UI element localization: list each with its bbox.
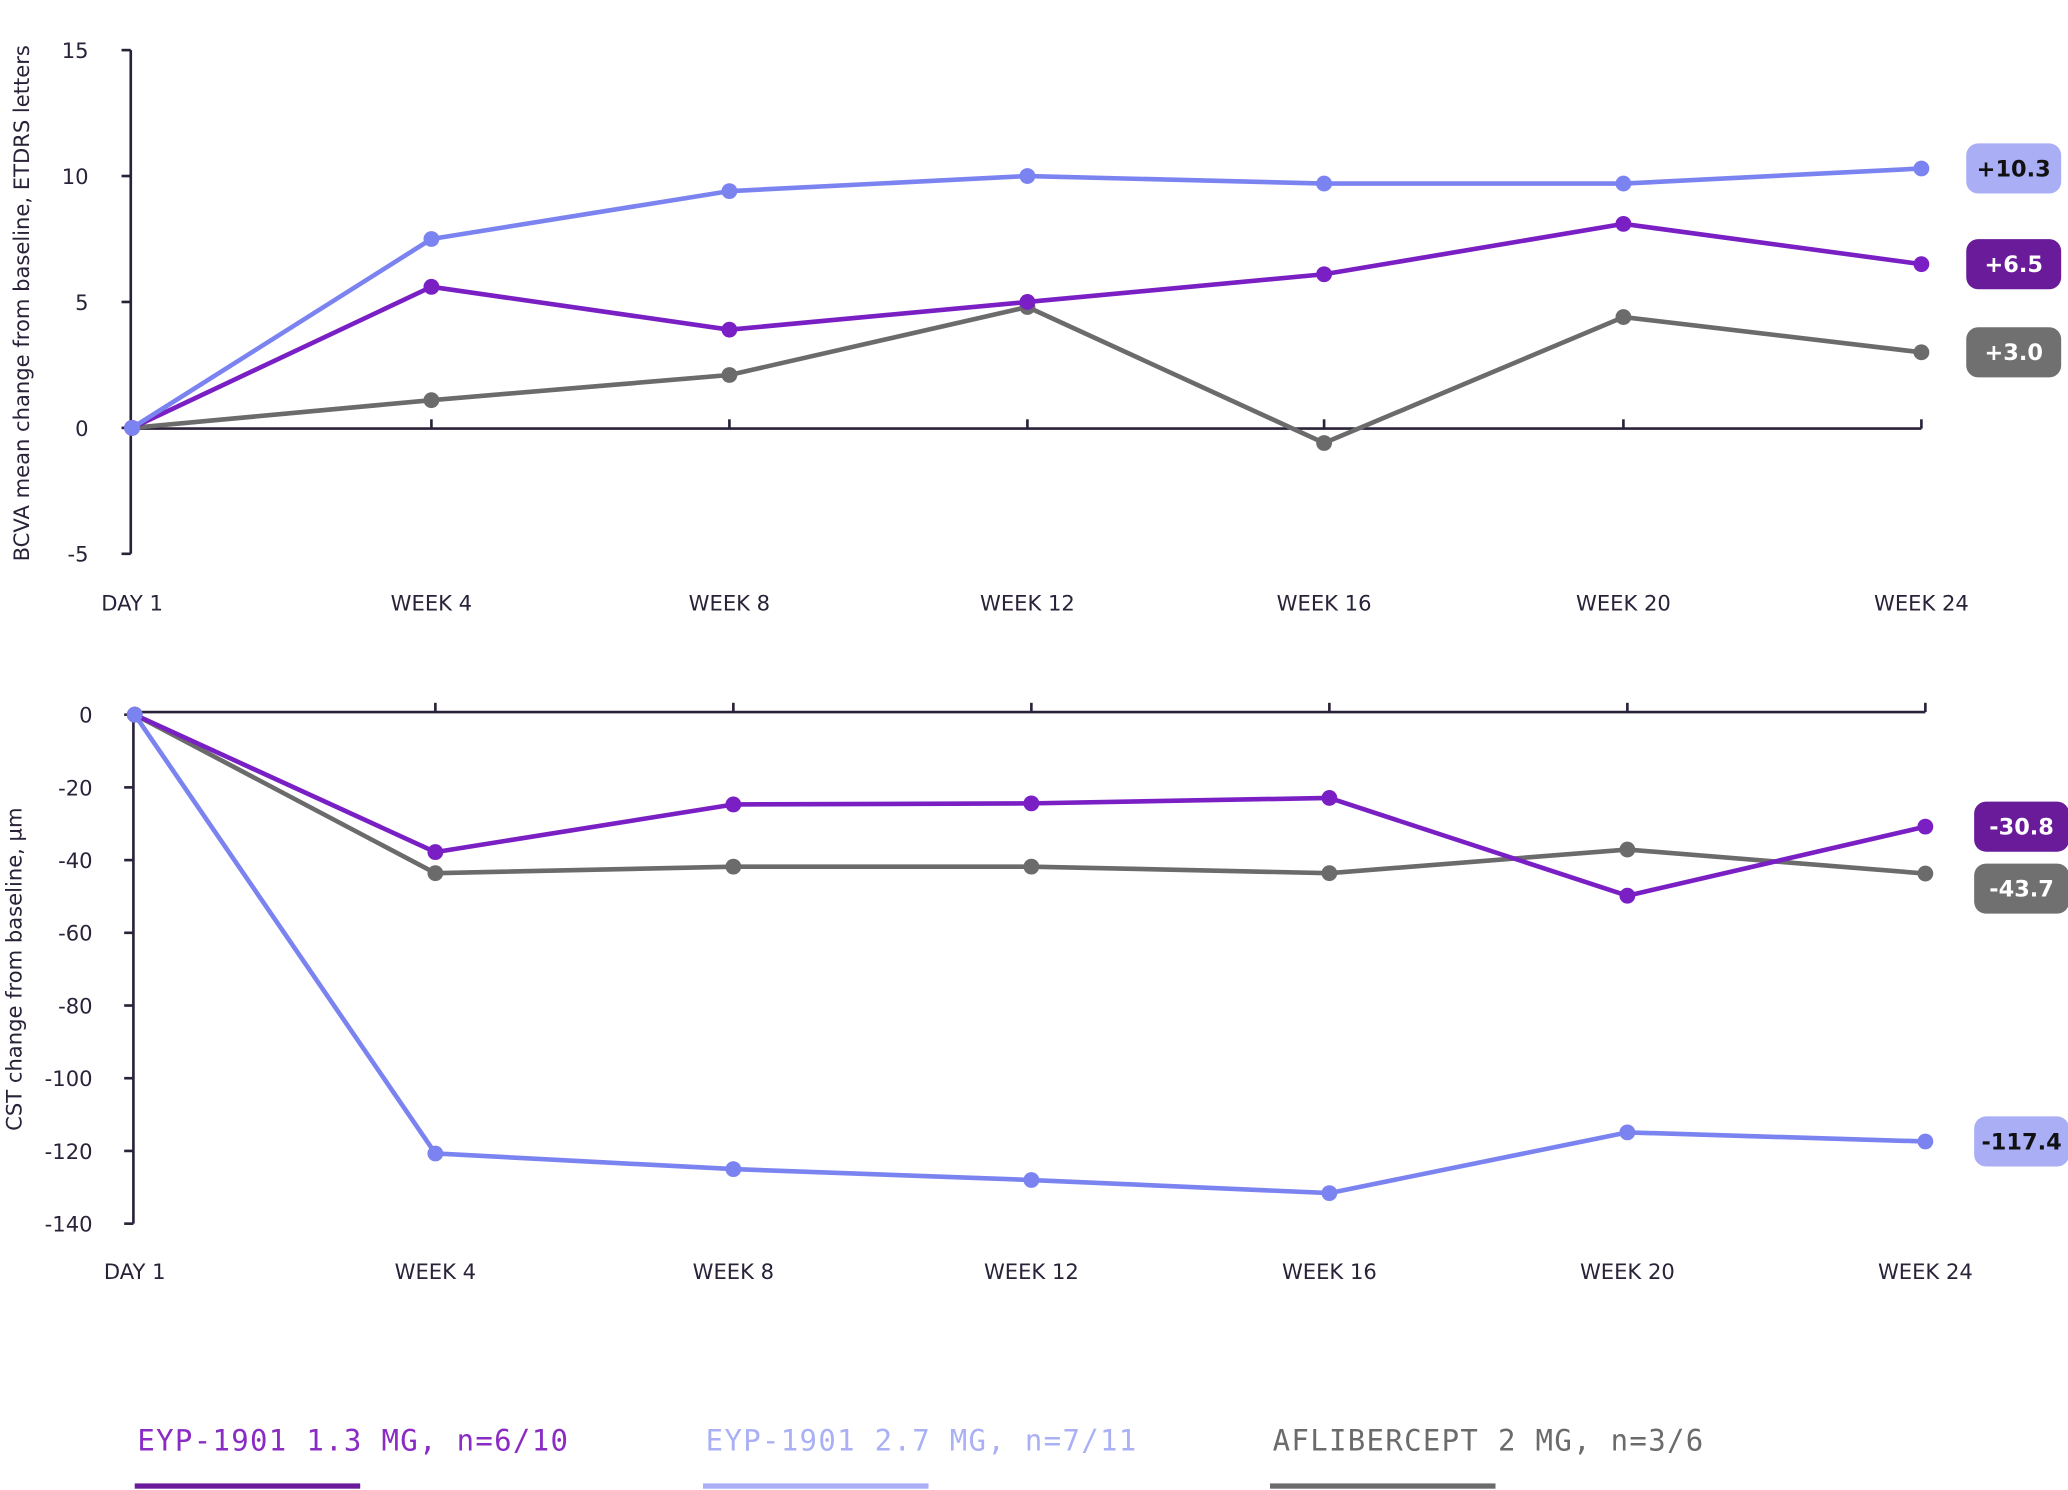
- end-label-text-mid: -30.8: [1989, 815, 2054, 841]
- y-tick-label: 5: [75, 290, 88, 315]
- y-tick-label: -80: [58, 993, 92, 1018]
- end-label-text-mid: +6.5: [1984, 252, 2042, 278]
- cst-chart: 0 -20 -40 -60 -80 -100 -120 -140 DAY 1 WEEK 4 WEEK…: [1, 703, 2068, 1284]
- x-tick-label: DAY 1: [104, 1259, 166, 1284]
- data-point-high: [1615, 175, 1632, 192]
- data-point-mid: [1316, 266, 1332, 283]
- data-point-high: [1619, 1124, 1636, 1141]
- legend-item: AFLIBERCEPT 2 MG, n=3/6: [1270, 1423, 1705, 1489]
- legend: EYP-1901 1.3 MG, n=6/10 EYP-1901 2.7 MG, …: [134, 1423, 1705, 1489]
- data-point-mid: [1321, 790, 1338, 806]
- data-point-afl: [1913, 344, 1930, 361]
- data-point-afl: [725, 858, 742, 875]
- legend-item: EYP-1901 2.7 MG, n=7/11: [703, 1423, 1138, 1489]
- data-point-afl: [427, 865, 444, 882]
- data-point-mid: [423, 278, 440, 295]
- x-tick-label: WEEK 4: [391, 591, 472, 616]
- x-tick-label: WEEK 16: [1277, 591, 1372, 616]
- data-point-mid: [721, 321, 738, 338]
- data-point-mid: [427, 844, 444, 861]
- data-point-afl: [1619, 841, 1636, 858]
- data-point-high: [721, 183, 738, 200]
- y-tick-label: -40: [58, 848, 92, 873]
- data-point-high: [1321, 1185, 1338, 1202]
- y-tick-label: 15: [62, 38, 89, 63]
- data-point-high: [427, 1145, 444, 1162]
- x-tick-label: WEEK 24: [1878, 1259, 1973, 1284]
- end-label-badge-mid: [1974, 801, 2068, 852]
- end-label-text-afl: -43.7: [1989, 877, 2054, 903]
- legend-label: EYP-1901 1.3 MG, n=6/10: [137, 1423, 569, 1457]
- y-tick-label: 0: [75, 416, 88, 441]
- end-label-badge-afl: [1974, 863, 2068, 914]
- legend-swatch: [1270, 1483, 1496, 1489]
- data-point-high: [423, 231, 440, 247]
- x-tick-label: WEEK 8: [689, 591, 770, 616]
- x-tick-label: WEEK 16: [1282, 1259, 1377, 1284]
- legend-label: EYP-1901 2.7 MG, n=7/11: [706, 1423, 1138, 1457]
- y-tick-label: -120: [45, 1139, 93, 1164]
- x-tick-label: WEEK 24: [1874, 591, 1969, 616]
- data-point-mid: [1917, 818, 1934, 835]
- x-tick-label: WEEK 8: [693, 1259, 774, 1284]
- data-point-high: [1913, 160, 1930, 177]
- bcva-chart: 15 10 5 0 -5 DAY 1 WEEK 4 WEEK 8 WEEK 12 WEEK 16 W…: [9, 38, 2062, 616]
- data-point-high: [1917, 1133, 1934, 1150]
- end-label-badge-high: [1966, 143, 2062, 194]
- y-tick-label: -20: [58, 775, 92, 800]
- end-label-text-high: -117.4: [1982, 1129, 2062, 1155]
- legend-item: EYP-1901 1.3 MG, n=6/10: [134, 1423, 569, 1489]
- data-point-high: [126, 706, 143, 723]
- y-axis-title: BCVA mean change from baseline, ETDRS le…: [9, 45, 34, 561]
- x-tick-label: WEEK 12: [980, 591, 1075, 616]
- x-tick-label: DAY 1: [101, 591, 163, 616]
- data-point-mid: [1019, 294, 1036, 310]
- series-line-afl: [133, 712, 1926, 876]
- data-point-mid: [1023, 795, 1040, 812]
- end-label-text-high: +10.3: [1977, 156, 2051, 182]
- data-point-afl: [1917, 865, 1934, 882]
- legend-swatch: [134, 1483, 361, 1489]
- x-tick-label: WEEK 20: [1580, 1259, 1675, 1284]
- data-point-mid: [725, 796, 742, 813]
- data-point-afl: [1615, 309, 1632, 325]
- data-point-mid: [1913, 256, 1930, 273]
- data-point-high: [1019, 168, 1036, 184]
- x-tick-label: WEEK 20: [1576, 591, 1671, 616]
- y-tick-label: -140: [45, 1212, 93, 1237]
- y-tick-label: -5: [68, 542, 89, 567]
- data-point-high: [1023, 1172, 1040, 1188]
- end-label-badge-afl: [1966, 327, 2062, 378]
- legend-label: AFLIBERCEPT 2 MG, n=3/6: [1273, 1423, 1705, 1457]
- data-point-afl: [423, 392, 440, 409]
- x-tick-label: WEEK 4: [395, 1259, 476, 1284]
- y-tick-label: 10: [62, 164, 89, 189]
- series-line-high: [132, 713, 1926, 1196]
- data-point-afl: [721, 367, 738, 383]
- x-tick-label: WEEK 12: [984, 1259, 1079, 1284]
- data-point-high: [124, 419, 140, 436]
- series-line-mid: [131, 221, 1922, 430]
- data-point-afl: [1023, 858, 1040, 875]
- data-point-high: [725, 1161, 742, 1178]
- end-label-badge-high: [1974, 1116, 2068, 1167]
- y-tick-label: -60: [58, 921, 92, 946]
- end-label-text-afl: +3.0: [1984, 340, 2042, 366]
- end-label-badge-mid: [1966, 239, 2062, 290]
- y-axis-title: CST change from baseline, µm: [1, 807, 26, 1130]
- data-point-high: [1316, 175, 1332, 192]
- y-tick-label: 0: [79, 703, 92, 728]
- data-point-mid: [1619, 887, 1636, 904]
- legend-swatch: [703, 1483, 929, 1489]
- data-point-mid: [1615, 215, 1632, 232]
- data-point-afl: [1321, 865, 1338, 882]
- data-point-afl: [1316, 435, 1332, 451]
- y-tick-label: -100: [45, 1066, 93, 1091]
